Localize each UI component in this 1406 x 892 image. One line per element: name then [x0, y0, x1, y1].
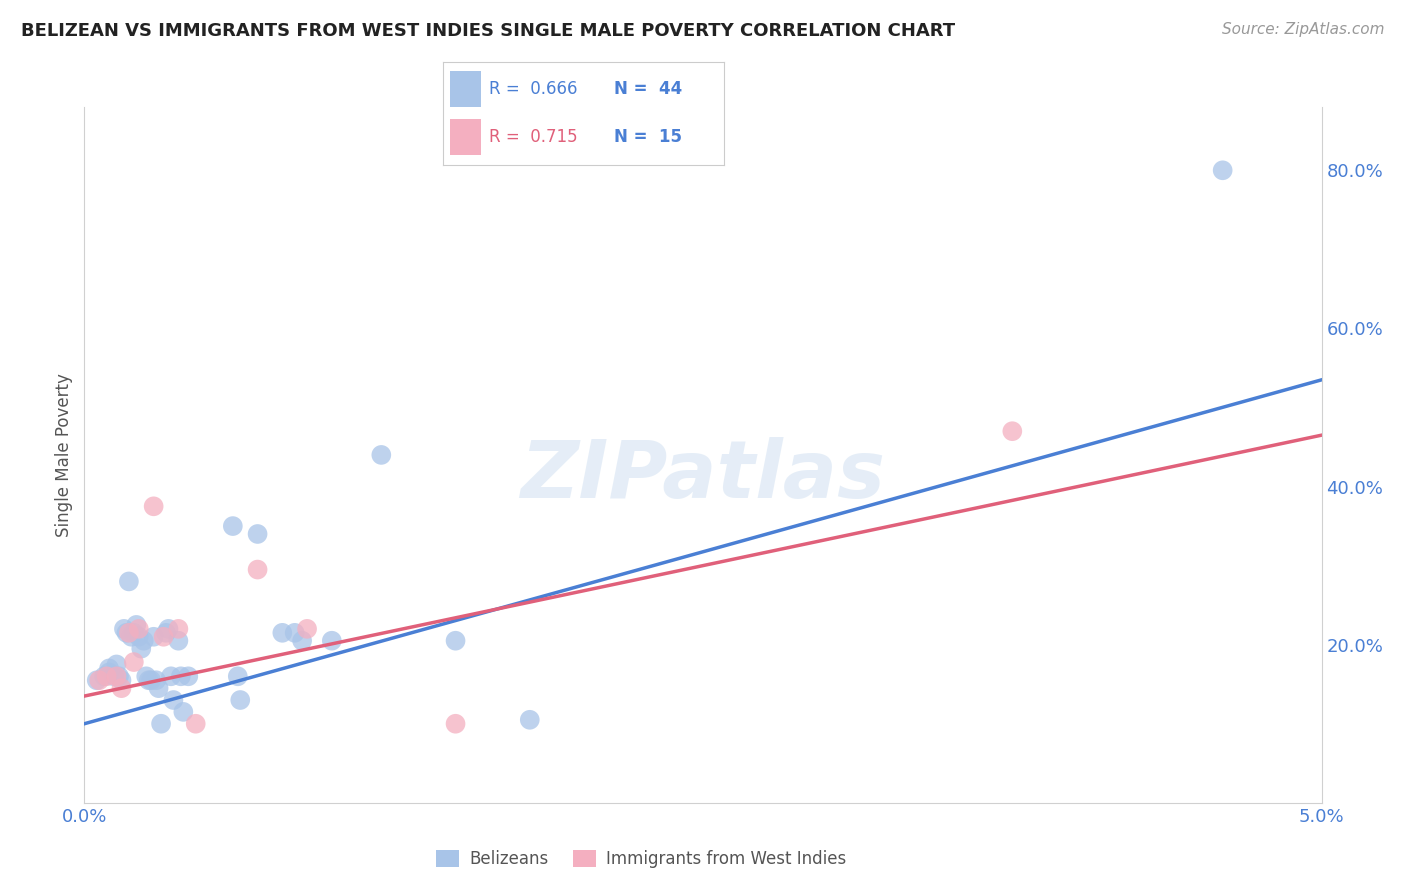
- Point: [122, 655, 145, 669]
- Point: [138, 673, 160, 688]
- Point: [115, 625, 138, 640]
- Point: [132, 633, 155, 648]
- Point: [226, 669, 249, 683]
- Point: [118, 625, 141, 640]
- Y-axis label: Single Male Poverty: Single Male Poverty: [55, 373, 73, 537]
- Point: [148, 681, 170, 695]
- Point: [172, 705, 194, 719]
- Point: [170, 669, 193, 683]
- Point: [444, 716, 467, 731]
- Point: [157, 622, 180, 636]
- Point: [444, 633, 467, 648]
- Bar: [450, 119, 481, 155]
- Text: Source: ZipAtlas.com: Source: ZipAtlas.com: [1222, 22, 1385, 37]
- Point: [162, 693, 184, 707]
- Point: [167, 622, 190, 636]
- Point: [177, 669, 200, 683]
- Text: ZIPatlas: ZIPatlas: [520, 437, 886, 515]
- Point: [105, 669, 128, 683]
- Point: [105, 657, 128, 672]
- Point: [291, 633, 314, 648]
- Text: BELIZEAN VS IMMIGRANTS FROM WEST INDIES SINGLE MALE POVERTY CORRELATION CHART: BELIZEAN VS IMMIGRANTS FROM WEST INDIES …: [21, 22, 955, 40]
- Point: [93, 669, 115, 683]
- Point: [229, 693, 252, 707]
- Point: [155, 625, 177, 640]
- Point: [160, 669, 183, 683]
- Point: [128, 622, 150, 636]
- Point: [120, 630, 142, 644]
- Legend: Belizeans, Immigrants from West Indies: Belizeans, Immigrants from West Indies: [429, 843, 853, 874]
- Point: [246, 527, 269, 541]
- Point: [152, 630, 174, 644]
- Point: [142, 630, 165, 644]
- Point: [89, 673, 111, 688]
- Point: [142, 500, 165, 514]
- Point: [1001, 424, 1024, 438]
- Point: [103, 669, 125, 683]
- Point: [98, 661, 121, 675]
- Point: [108, 669, 131, 683]
- Point: [118, 574, 141, 589]
- Point: [167, 633, 190, 648]
- Point: [128, 630, 150, 644]
- Text: R =  0.715: R = 0.715: [489, 128, 578, 145]
- Point: [86, 673, 108, 688]
- Text: N =  44: N = 44: [614, 79, 683, 97]
- Point: [370, 448, 392, 462]
- Point: [145, 673, 167, 688]
- Point: [1212, 163, 1234, 178]
- Point: [122, 625, 145, 640]
- Point: [150, 716, 173, 731]
- Point: [96, 669, 118, 683]
- Bar: [450, 70, 481, 106]
- Point: [184, 716, 207, 731]
- Point: [110, 673, 132, 688]
- Text: N =  15: N = 15: [614, 128, 682, 145]
- Point: [110, 681, 132, 695]
- Point: [519, 713, 541, 727]
- Text: R =  0.666: R = 0.666: [489, 79, 578, 97]
- Point: [284, 625, 307, 640]
- Point: [271, 625, 294, 640]
- Point: [321, 633, 343, 648]
- Point: [129, 641, 152, 656]
- Point: [246, 563, 269, 577]
- Point: [112, 622, 135, 636]
- Point: [125, 618, 148, 632]
- Point: [295, 622, 318, 636]
- Point: [98, 665, 121, 680]
- Point: [222, 519, 245, 533]
- Point: [141, 673, 163, 688]
- Point: [135, 669, 157, 683]
